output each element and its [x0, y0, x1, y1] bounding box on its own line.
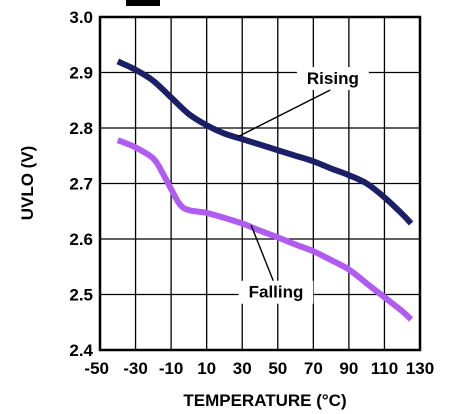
- x-tick-label-0: -50: [84, 359, 109, 378]
- annotation-background-1: [238, 280, 314, 304]
- x-tick-label-1: -30: [123, 359, 148, 378]
- y-tick-label-3: 2.7: [69, 175, 93, 194]
- annotation-layer: Rising Falling: [238, 67, 369, 304]
- y-tick-label-6: 3.0: [69, 8, 93, 27]
- x-tick-label-7: 90: [339, 359, 358, 378]
- x-tick-label-2: -10: [159, 359, 184, 378]
- series-line-rising: [116, 58, 414, 226]
- annotation-label-rising: Rising: [307, 69, 359, 88]
- x-tick-label-6: 70: [304, 359, 323, 378]
- annotation-leader-1: [250, 224, 274, 281]
- y-tick-label-4: 2.8: [69, 119, 93, 138]
- y-tick-label-0: 2.4: [69, 341, 93, 360]
- y-tick-label-1: 2.5: [69, 286, 93, 305]
- cropped-title-fragment: [126, 0, 160, 6]
- plot-frame: [98, 15, 422, 352]
- annotation-label-falling: Falling: [249, 283, 304, 302]
- annotation-background-0: [296, 67, 369, 91]
- x-tick-label-9: 130: [406, 359, 434, 378]
- x-tick-labels: -50 -30 -10 10 30 50 70 90 110 130: [84, 359, 434, 378]
- y-tick-labels: 2.4 2.5 2.6 2.7 2.8 2.9 3.0: [69, 8, 93, 360]
- x-tick-label-8: 110: [371, 359, 398, 378]
- y-axis-title: UVLO (V): [18, 146, 37, 221]
- y-tick-label-2: 2.6: [69, 230, 93, 249]
- x-axis-title: TEMPERATURE (°C): [183, 391, 346, 410]
- x-tick-label-5: 50: [268, 359, 287, 378]
- x-tick-label-3: 10: [197, 359, 216, 378]
- annotation-leader-0: [238, 89, 331, 137]
- y-tick-label-5: 2.9: [69, 64, 93, 83]
- x-tick-label-4: 30: [233, 359, 252, 378]
